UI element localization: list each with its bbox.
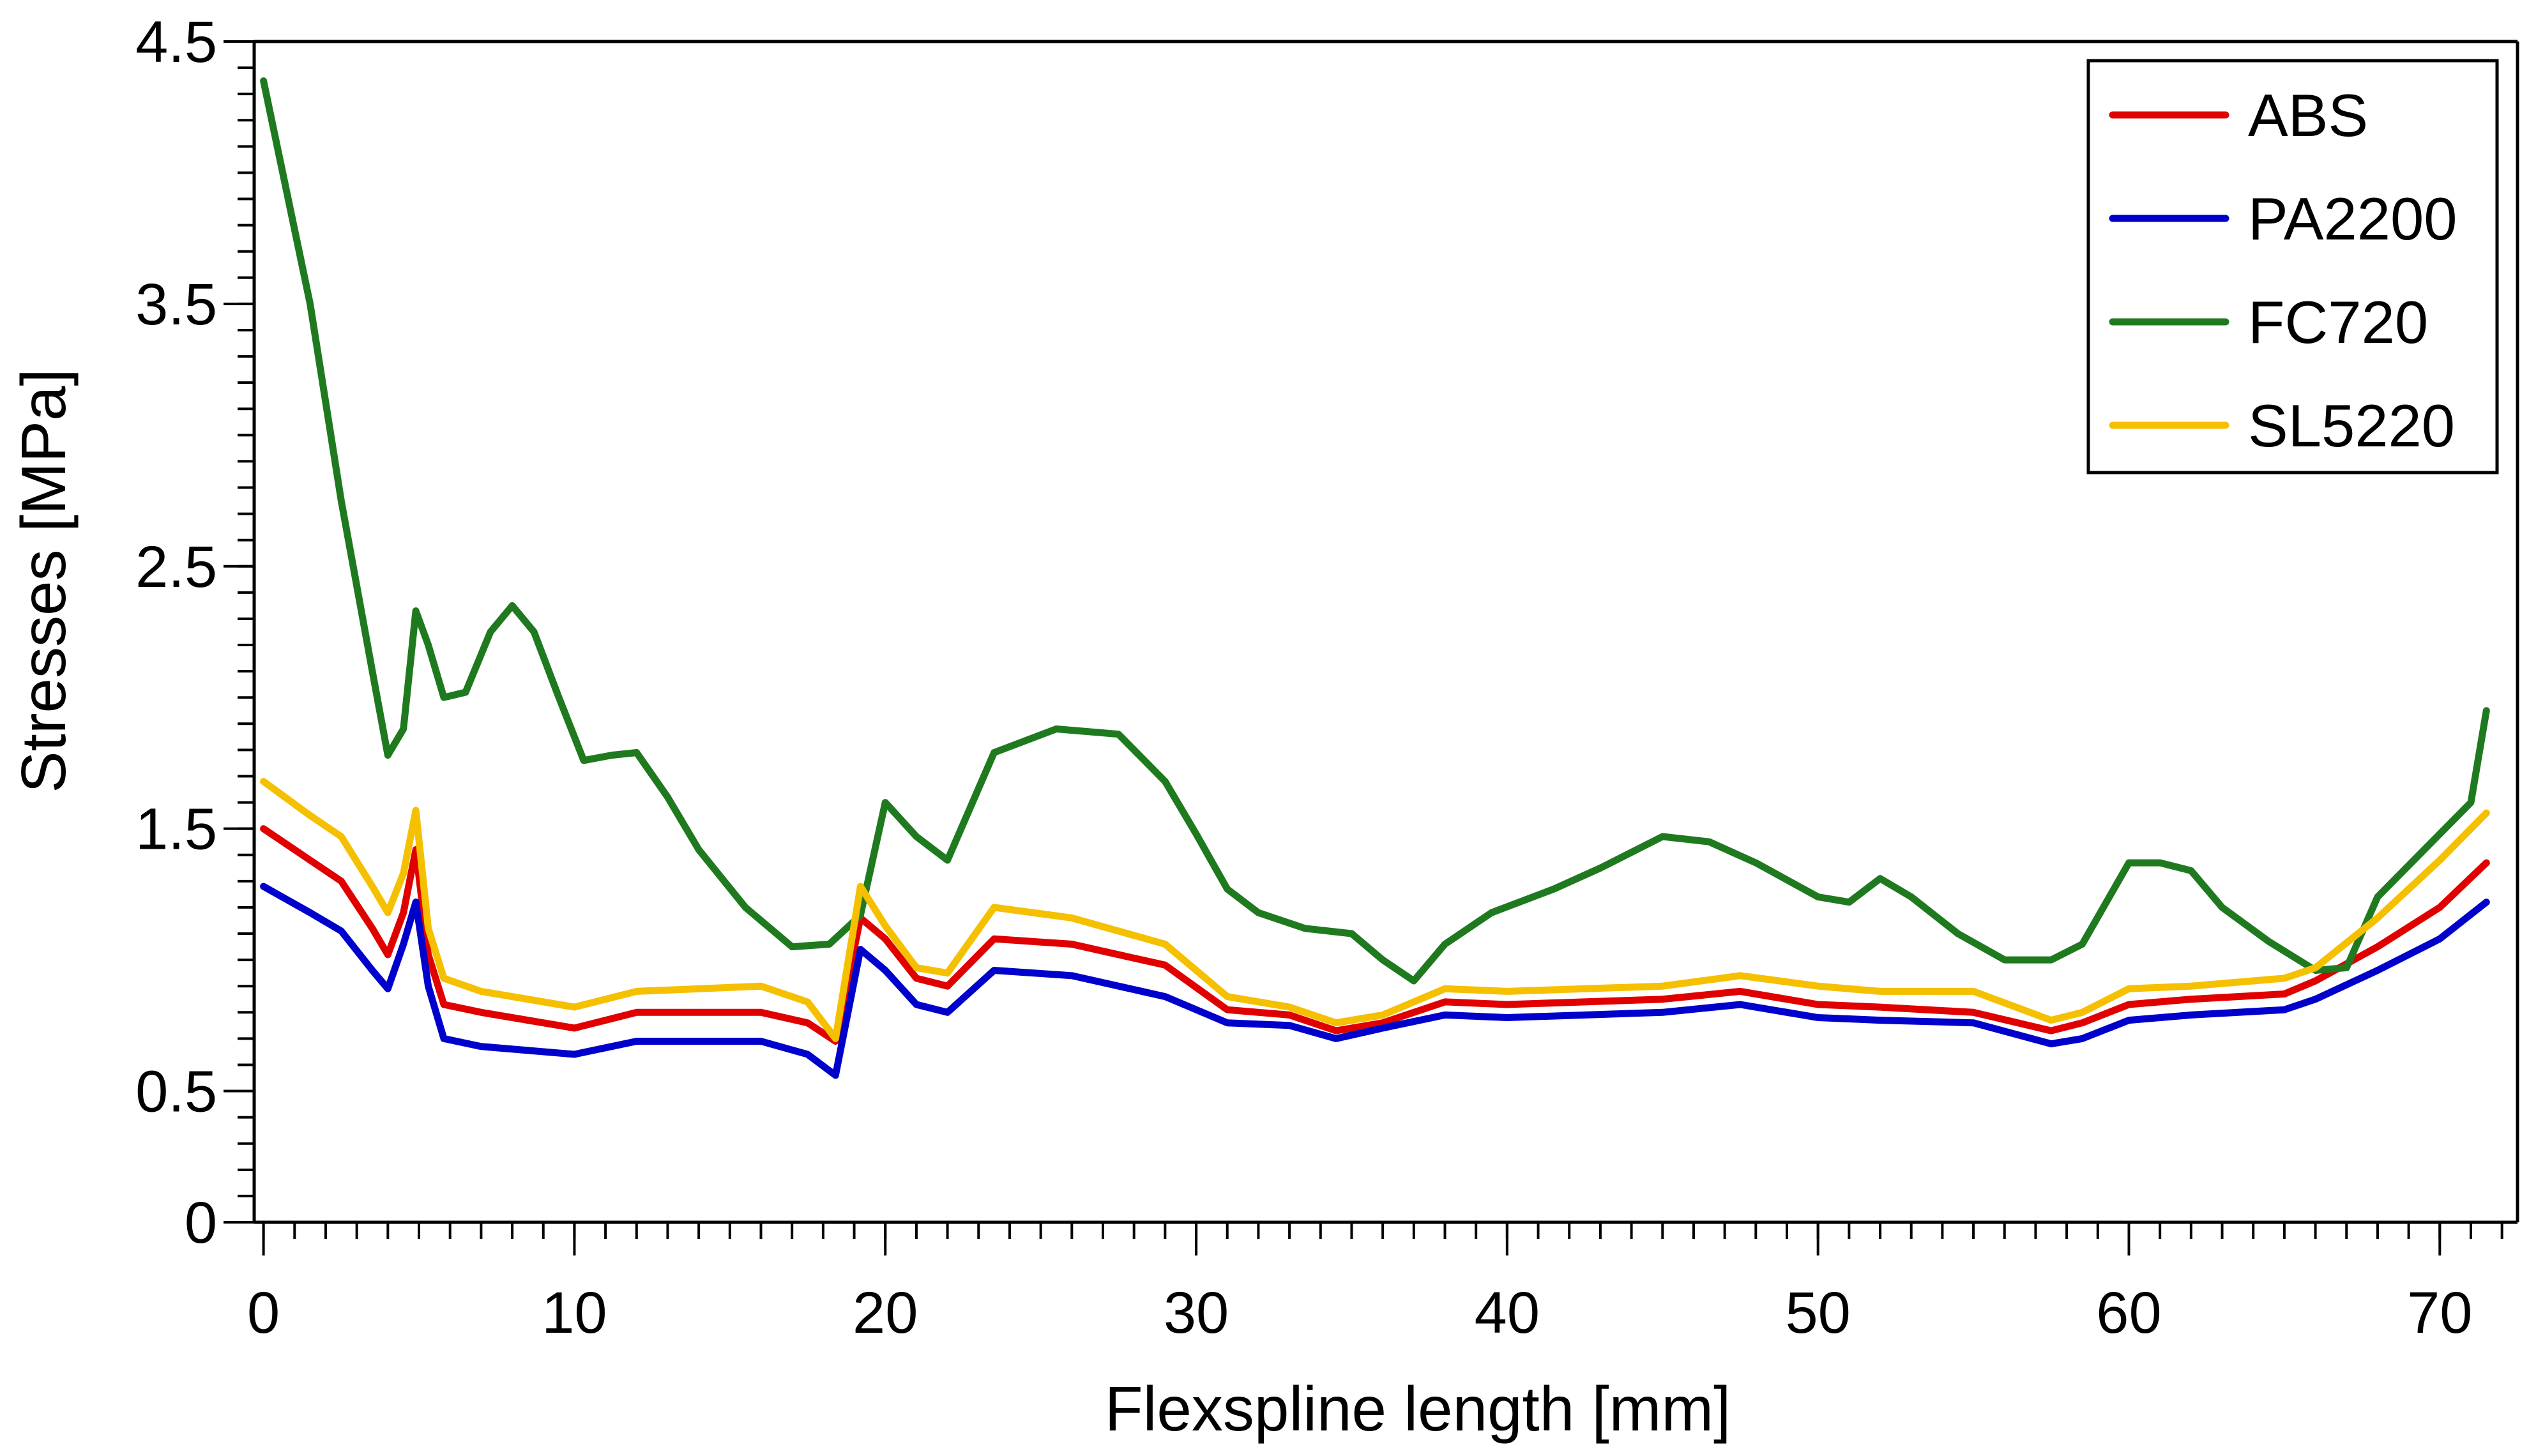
y-tick-label: 2.5: [135, 535, 217, 600]
series-line-pa2200: [260, 883, 2490, 1079]
x-tick-label: 20: [853, 1280, 918, 1346]
y-tick-label: 3.5: [135, 272, 217, 337]
y-tick-label: 4.5: [135, 10, 217, 75]
x-tick-label: 0: [247, 1280, 280, 1346]
x-tick-label: 10: [542, 1280, 607, 1346]
legend-label-sl5220: SL5220: [2248, 392, 2455, 459]
series-line-abs: [260, 825, 2490, 1045]
y-axis-title: Stresses [MPa]: [8, 368, 79, 792]
y-tick-label: 0: [185, 1190, 217, 1255]
x-tick-label: 70: [2407, 1280, 2472, 1346]
y-axis-ticks: 0 0.5 1.5 2.5 3.5 4.5: [135, 10, 254, 1255]
legend: ABS PA2200 FC720 SL5220: [2086, 59, 2499, 474]
legend-label-abs: ABS: [2248, 82, 2368, 149]
legend-label-fc720: FC720: [2248, 289, 2428, 356]
legend-label-pa2200: PA2200: [2248, 185, 2457, 252]
series-lines: [260, 77, 2490, 1079]
y-tick-label: 0.5: [135, 1059, 217, 1125]
series-line-fc720: [260, 77, 2490, 985]
x-axis-ticks: 0 10 20 30 40 50 60 70: [247, 1222, 2472, 1346]
x-tick-label: 40: [1475, 1280, 1540, 1346]
series-line-sl5220: [260, 778, 2490, 1042]
x-tick-label: 30: [1164, 1280, 1229, 1346]
x-axis-title: Flexspline length [mm]: [1105, 1374, 1731, 1444]
x-tick-label: 60: [2096, 1280, 2161, 1346]
legend-box: [2086, 59, 2499, 474]
y-tick-label: 1.5: [135, 797, 217, 862]
x-tick-label: 50: [1785, 1280, 1850, 1346]
